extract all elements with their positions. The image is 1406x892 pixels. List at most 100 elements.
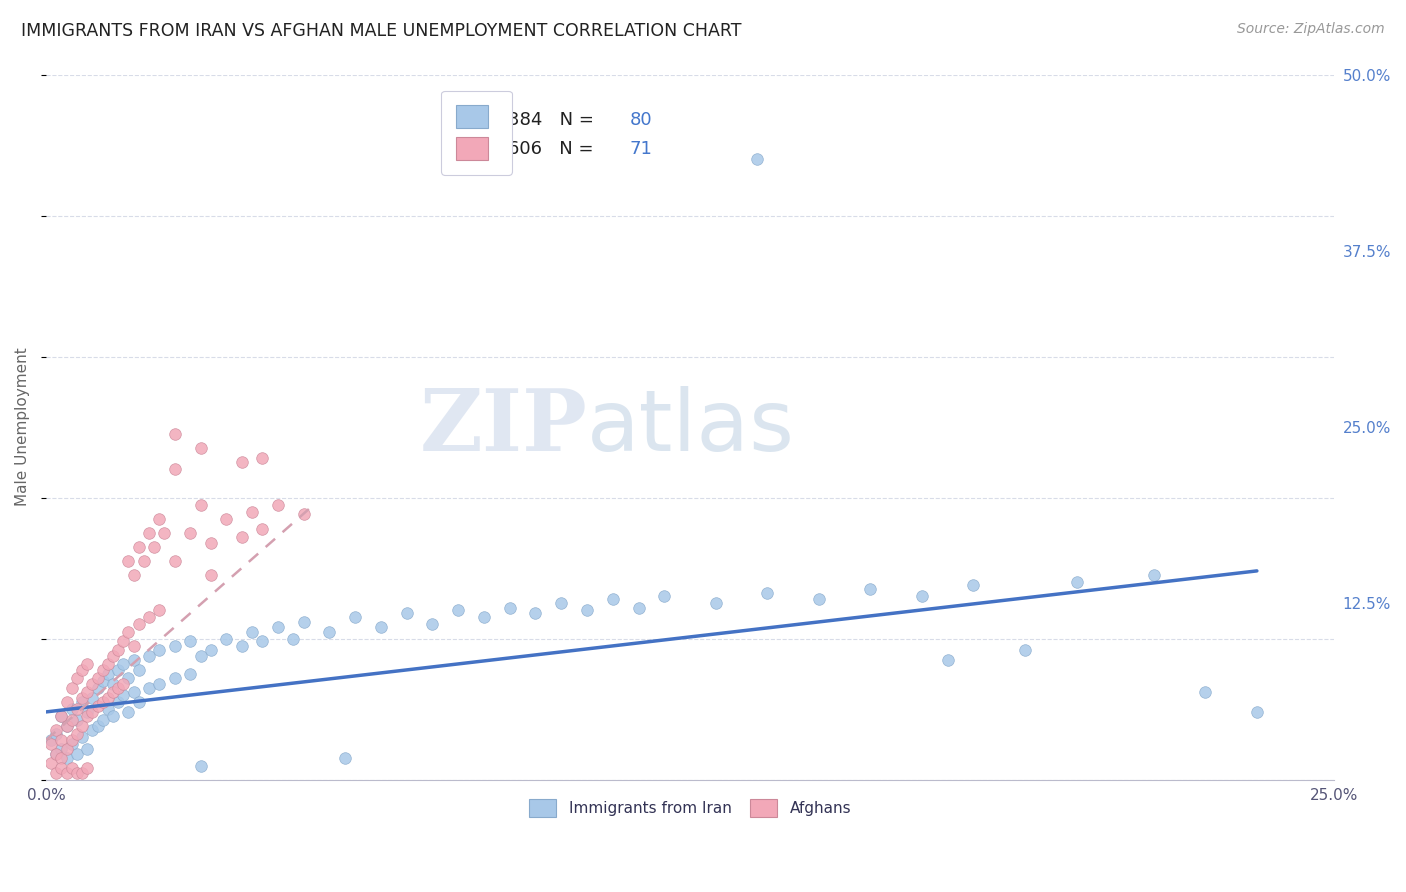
- Point: [86, 699, 108, 714]
- Point: [148, 643, 170, 657]
- Point: [215, 512, 238, 526]
- Point: [267, 620, 290, 634]
- Point: [283, 632, 305, 646]
- Point: [51, 751, 73, 765]
- Point: [55, 765, 77, 780]
- Point: [97, 657, 120, 671]
- Point: [101, 709, 124, 723]
- Point: [91, 714, 114, 728]
- Point: [60, 702, 83, 716]
- Point: [318, 624, 340, 639]
- Point: [602, 592, 624, 607]
- Point: [231, 455, 253, 469]
- Point: [112, 657, 135, 671]
- Point: [652, 589, 675, 603]
- Point: [179, 525, 201, 540]
- Point: [112, 634, 135, 648]
- Point: [252, 451, 274, 466]
- Point: [45, 765, 67, 780]
- Point: [807, 592, 830, 607]
- Point: [91, 695, 114, 709]
- Point: [45, 727, 67, 741]
- Point: [252, 522, 274, 536]
- Point: [576, 603, 599, 617]
- Point: [55, 719, 77, 733]
- Point: [148, 512, 170, 526]
- Point: [39, 737, 62, 751]
- Point: [122, 568, 145, 582]
- Point: [422, 617, 444, 632]
- Point: [859, 582, 882, 597]
- Text: IMMIGRANTS FROM IRAN VS AFGHAN MALE UNEMPLOYMENT CORRELATION CHART: IMMIGRANTS FROM IRAN VS AFGHAN MALE UNEM…: [21, 22, 741, 40]
- Point: [122, 639, 145, 653]
- Point: [112, 688, 135, 702]
- Point: [45, 747, 67, 762]
- Point: [117, 705, 139, 719]
- Text: R = 0.384   N =: R = 0.384 N =: [451, 112, 599, 129]
- Point: [1066, 575, 1088, 590]
- Point: [627, 600, 650, 615]
- Point: [292, 508, 315, 522]
- Point: [1246, 705, 1268, 719]
- Point: [200, 643, 222, 657]
- Point: [911, 589, 934, 603]
- Point: [60, 681, 83, 695]
- Point: [97, 690, 120, 705]
- Point: [97, 666, 120, 681]
- Point: [66, 765, 89, 780]
- Point: [66, 714, 89, 728]
- Point: [101, 648, 124, 663]
- Point: [45, 723, 67, 738]
- Point: [82, 676, 104, 690]
- Text: Source: ZipAtlas.com: Source: ZipAtlas.com: [1237, 22, 1385, 37]
- Point: [524, 606, 547, 620]
- Point: [51, 741, 73, 756]
- Point: [1194, 685, 1216, 699]
- Point: [76, 705, 98, 719]
- Legend: Immigrants from Iran, Afghans: Immigrants from Iran, Afghans: [522, 791, 859, 825]
- Point: [51, 761, 73, 775]
- Point: [163, 671, 186, 685]
- Point: [148, 603, 170, 617]
- Point: [55, 751, 77, 765]
- Point: [86, 719, 108, 733]
- Point: [122, 685, 145, 699]
- Point: [267, 498, 290, 512]
- Point: [76, 709, 98, 723]
- Point: [163, 427, 186, 442]
- Point: [55, 741, 77, 756]
- Point: [70, 765, 93, 780]
- Point: [66, 747, 89, 762]
- Point: [86, 681, 108, 695]
- Point: [117, 624, 139, 639]
- Point: [128, 695, 150, 709]
- Point: [70, 731, 93, 745]
- Point: [76, 741, 98, 756]
- Point: [472, 610, 495, 624]
- Text: atlas: atlas: [588, 385, 794, 468]
- Point: [66, 671, 89, 685]
- Point: [756, 586, 779, 600]
- Point: [91, 673, 114, 688]
- Text: R = 0.606   N =: R = 0.606 N =: [451, 139, 599, 158]
- Point: [132, 554, 155, 568]
- Text: 80: 80: [630, 112, 652, 129]
- Point: [70, 719, 93, 733]
- Point: [179, 634, 201, 648]
- Point: [76, 761, 98, 775]
- Point: [82, 723, 104, 738]
- Point: [107, 663, 129, 677]
- Point: [128, 617, 150, 632]
- Point: [745, 152, 768, 166]
- Point: [117, 554, 139, 568]
- Point: [252, 634, 274, 648]
- Point: [962, 578, 984, 592]
- Point: [499, 600, 522, 615]
- Point: [128, 540, 150, 554]
- Point: [190, 498, 212, 512]
- Point: [143, 540, 166, 554]
- Point: [51, 709, 73, 723]
- Point: [231, 639, 253, 653]
- Point: [60, 714, 83, 728]
- Point: [292, 615, 315, 629]
